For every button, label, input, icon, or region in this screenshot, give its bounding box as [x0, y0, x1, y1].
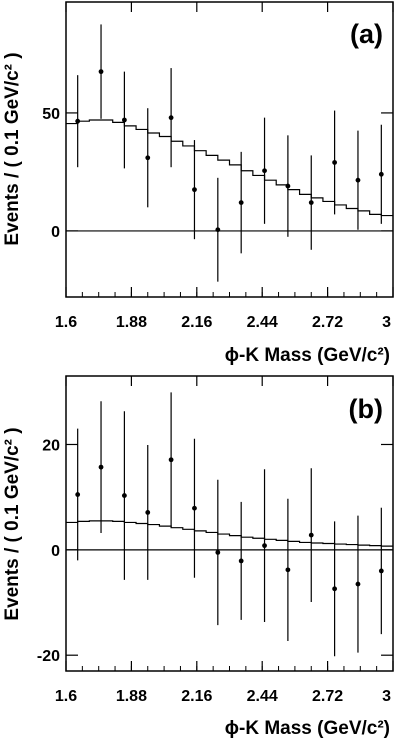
data-point: [332, 160, 338, 165]
panel-a: 1.6 1.88 2.16 2.44 2.72 3 0 50 (a) Events / ( 0…: [2, 1, 394, 366]
panel-label: (a): [350, 19, 383, 49]
x-tick-label: 1.88: [116, 688, 147, 705]
y-axis-title: Events / ( 0.1 GeV/c² ): [2, 52, 23, 245]
x-tick-label: 1.6: [55, 688, 77, 705]
x-tick-label: 2.44: [247, 314, 278, 331]
x-tick-label: 2.16: [181, 688, 212, 705]
data-point: [121, 493, 127, 498]
x-tick-label: 2.16: [181, 314, 212, 331]
data-point: [75, 492, 81, 497]
data-point: [168, 457, 174, 463]
data-point: [238, 558, 244, 564]
data-point: [121, 117, 127, 123]
data-points-layer: [75, 24, 384, 282]
data-point: [262, 543, 267, 549]
data-point: [355, 581, 361, 587]
data-point: [215, 227, 221, 233]
data-point: [378, 568, 384, 574]
data-point: [145, 510, 151, 515]
plot-frame: [65, 375, 394, 672]
fit-histogram: [66, 520, 393, 547]
x-tick-label: 2.44: [247, 688, 278, 705]
y-tick-label: 50: [42, 106, 60, 123]
data-point: [98, 464, 104, 470]
y-tick-label: -20: [37, 648, 60, 665]
data-point: [192, 505, 197, 511]
ticks-layer: 1.6 1.88 2.16 2.44 2.72 3 0 50: [42, 2, 394, 331]
data-point: [215, 550, 221, 555]
data-point: [262, 168, 267, 174]
fit-histogram: [66, 119, 393, 217]
data-point: [168, 115, 174, 121]
x-tick-label: 3: [382, 688, 391, 705]
data-point: [378, 171, 384, 177]
data-point: [98, 69, 104, 75]
data-point: [285, 567, 291, 573]
panel-b: 1.6 1.88 2.16 2.44 2.72 3 -20 0 20 (b) Events / …: [2, 375, 394, 739]
y-tick-label: 20: [42, 437, 60, 454]
panel-label: (b): [349, 394, 383, 424]
data-point: [285, 183, 291, 189]
data-points-layer: [75, 392, 384, 657]
y-tick-label: 0: [51, 224, 60, 241]
x-tick-label: 1.88: [116, 314, 147, 331]
data-point: [238, 200, 244, 206]
plot-frame: [65, 1, 394, 298]
x-tick-label: 2.72: [312, 314, 343, 331]
data-point: [332, 586, 338, 592]
data-point: [75, 118, 81, 124]
data-point: [308, 532, 314, 538]
y-tick-label: 0: [51, 543, 60, 560]
x-axis-title: ϕ-K Mass (GeV/c²): [225, 718, 390, 739]
x-axis-title: ϕ-K Mass (GeV/c²): [225, 345, 390, 366]
x-tick-label: 3: [382, 314, 391, 331]
x-tick-label: 2.72: [312, 688, 343, 705]
data-point: [308, 200, 314, 206]
fit-layer: [66, 119, 393, 217]
data-point: [355, 177, 361, 183]
data-point: [192, 187, 197, 193]
ticks-layer: 1.6 1.88 2.16 2.44 2.72 3 -20 0 20: [37, 376, 394, 705]
x-tick-label: 1.6: [55, 314, 77, 331]
data-point: [145, 155, 151, 161]
y-axis-title: Events / ( 0.1 GeV/c² ): [2, 427, 23, 620]
fit-layer: [66, 520, 393, 547]
